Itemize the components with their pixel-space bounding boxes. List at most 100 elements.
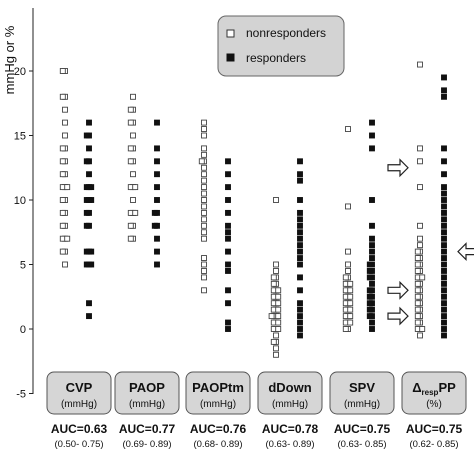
- nonresponder-point: [201, 177, 207, 184]
- auc-value: AUC=0.75: [406, 422, 463, 436]
- responder-point: [88, 197, 95, 203]
- nonresponder-point: [127, 145, 134, 152]
- nonresponder-point: [127, 158, 134, 165]
- responder-point: [88, 261, 95, 268]
- nonresponder-point: [414, 280, 421, 287]
- nonresponder-point: [347, 293, 354, 300]
- responder-point: [225, 261, 231, 268]
- nonresponder-point: [345, 203, 351, 210]
- nonresponder-point: [201, 255, 207, 262]
- responder-point: [86, 171, 92, 178]
- nonresponder-point: [414, 300, 421, 307]
- auc-value: AUC=0.76: [190, 422, 247, 436]
- responder-point: [154, 197, 160, 203]
- responder-point: [297, 216, 303, 223]
- nonresponder-point: [414, 306, 421, 313]
- responder-point: [225, 268, 231, 274]
- responder-point: [441, 242, 447, 249]
- nonresponder-point: [201, 268, 207, 274]
- responder-point: [441, 158, 447, 165]
- category-unit: (mmHg): [344, 399, 380, 410]
- y-axis-label: mmHg or %: [2, 25, 17, 94]
- nonresponder-point: [275, 287, 282, 294]
- nonresponder-point: [273, 268, 279, 274]
- category-unit: (mmHg): [200, 399, 236, 410]
- category-label: PAOP: [129, 380, 165, 395]
- nonresponder-point: [127, 222, 134, 229]
- responder-point: [369, 242, 375, 249]
- responder-point: [441, 274, 447, 281]
- responder-point: [86, 119, 92, 126]
- category-label-box: [257, 371, 323, 415]
- nonresponder-point: [201, 190, 207, 197]
- responder-point: [297, 261, 303, 268]
- responder-point: [441, 229, 447, 236]
- nonresponder-point: [201, 222, 207, 229]
- y-tick-label: 0: [20, 324, 26, 336]
- nonresponder-point: [132, 209, 139, 216]
- nonresponder-point: [273, 197, 279, 203]
- responder-point: [225, 229, 231, 236]
- nonresponder-point: [59, 158, 66, 165]
- auc-ci: (0.68- 0.89): [193, 439, 242, 450]
- nonresponder-point: [347, 306, 354, 313]
- responder-point: [441, 293, 447, 300]
- responder-point: [441, 326, 447, 332]
- responder-point: [151, 222, 158, 229]
- category-unit: (mmHg): [272, 399, 308, 410]
- responder-point: [441, 300, 447, 307]
- responder-point: [225, 158, 231, 165]
- responder-point: [369, 255, 375, 262]
- legend-box: [217, 15, 345, 77]
- responder-point: [297, 171, 303, 178]
- nonresponder-point: [201, 216, 207, 223]
- responder-point: [441, 216, 447, 223]
- auc-ci: (0.63- 0.89): [265, 439, 314, 450]
- nonresponder-point: [347, 280, 354, 287]
- responder-point: [83, 209, 90, 216]
- nonresponder-point: [414, 319, 421, 326]
- responder-point: [441, 268, 447, 274]
- responder-point: [441, 197, 447, 203]
- category-label: dDown: [268, 380, 311, 395]
- nonresponder-point: [201, 119, 207, 126]
- nonresponder-point: [59, 93, 66, 100]
- legend-label-responders: responders: [246, 51, 306, 65]
- nonresponder-point: [270, 274, 277, 281]
- nonresponder-point: [59, 171, 66, 178]
- y-tick-label: 20: [14, 66, 26, 78]
- responder-point: [441, 255, 447, 262]
- nonresponder-point: [201, 274, 207, 281]
- responder-point: [86, 145, 92, 152]
- responder-point: [225, 171, 231, 178]
- responder-point: [225, 319, 231, 326]
- nonresponder-point: [130, 171, 136, 178]
- nonresponder-point: [201, 287, 207, 294]
- nonresponder-point: [201, 184, 207, 191]
- responder-point: [225, 235, 231, 242]
- nonresponder-point: [59, 197, 66, 203]
- auc-ci: (0.62- 0.85): [409, 439, 458, 450]
- legend-label-nonresponders: nonresponders: [246, 26, 326, 40]
- legend: nonresponders responders: [217, 15, 345, 77]
- nonresponder-point: [62, 119, 68, 126]
- nonresponder-point: [270, 338, 277, 345]
- nonresponder-point: [201, 229, 207, 236]
- responder-point: [441, 248, 447, 255]
- nonresponder-point: [414, 261, 421, 268]
- responder-point: [441, 261, 447, 268]
- responder-point: [366, 287, 373, 294]
- responder-point: [366, 268, 373, 274]
- responder-point: [297, 248, 303, 255]
- category-label-box: [185, 371, 251, 415]
- nonresponder-point: [414, 255, 421, 262]
- responder-point: [441, 287, 447, 294]
- responder-point: [154, 248, 160, 255]
- nonresponder-point: [64, 235, 71, 242]
- nonresponder-point: [59, 145, 66, 152]
- nonresponder-point: [201, 151, 207, 158]
- responder-point: [154, 261, 160, 268]
- responder-point: [154, 145, 160, 152]
- responder-point: [154, 171, 160, 178]
